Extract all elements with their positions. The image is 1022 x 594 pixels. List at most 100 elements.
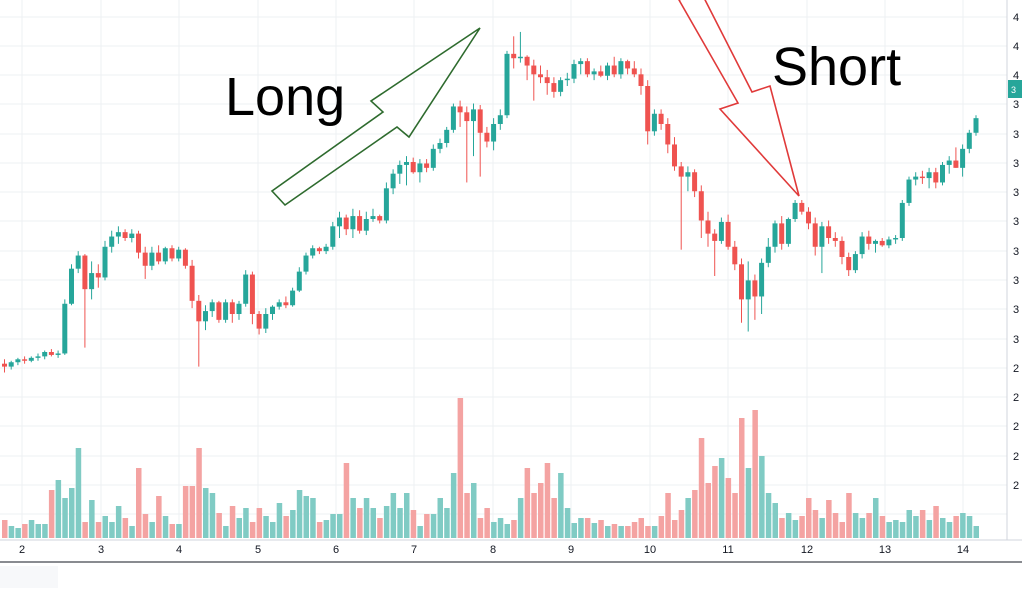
volume-bar bbox=[189, 486, 196, 538]
volume-bar bbox=[169, 524, 175, 538]
candle-body bbox=[182, 249, 188, 266]
candle bbox=[15, 357, 21, 366]
candle bbox=[263, 308, 269, 333]
candle bbox=[960, 144, 966, 177]
candle-body bbox=[149, 252, 155, 266]
candle-body bbox=[129, 233, 135, 238]
candle bbox=[149, 246, 155, 271]
candle-body bbox=[625, 61, 631, 69]
candle-body bbox=[752, 280, 758, 297]
volume-bar bbox=[739, 418, 745, 538]
candle-body bbox=[645, 86, 651, 132]
volume-bar bbox=[464, 493, 470, 538]
candle-body bbox=[464, 112, 470, 122]
candle-body bbox=[343, 217, 349, 230]
candle-body bbox=[162, 248, 168, 262]
candle-body bbox=[779, 223, 785, 244]
volume-bar bbox=[618, 526, 624, 538]
candle bbox=[397, 160, 403, 184]
candle-body bbox=[196, 300, 202, 322]
candle bbox=[48, 349, 54, 357]
candle bbox=[383, 182, 389, 224]
volume-bar bbox=[263, 516, 269, 538]
candle-body bbox=[270, 306, 275, 314]
candle bbox=[564, 72, 570, 86]
candle-body bbox=[424, 163, 430, 168]
candle-body bbox=[618, 61, 624, 75]
volume-bar bbox=[203, 488, 209, 538]
candle bbox=[846, 252, 852, 276]
y-tick-label: 2 bbox=[1013, 451, 1019, 463]
candle-body bbox=[531, 65, 537, 75]
last-price-badge-label: 3 bbox=[1011, 85, 1016, 95]
candle bbox=[785, 217, 791, 247]
candle bbox=[692, 169, 698, 198]
volume-bar bbox=[779, 518, 785, 538]
candle bbox=[517, 31, 523, 63]
candle bbox=[316, 246, 322, 255]
volume-bars bbox=[2, 398, 979, 538]
volume-bar bbox=[142, 514, 149, 538]
candle-body bbox=[397, 164, 403, 174]
candle-body bbox=[806, 211, 811, 224]
candle-body bbox=[337, 217, 342, 227]
volume-bar bbox=[129, 526, 135, 538]
x-tick-label: 12 bbox=[801, 544, 813, 556]
candle bbox=[591, 68, 597, 81]
candle-body bbox=[772, 223, 778, 247]
candle bbox=[866, 230, 872, 250]
x-tick-label: 4 bbox=[176, 544, 182, 556]
candle-body bbox=[491, 124, 497, 142]
candle-body bbox=[15, 359, 21, 363]
volume-bar bbox=[611, 524, 618, 538]
candle-body bbox=[859, 236, 865, 255]
candle bbox=[497, 109, 503, 130]
candle-body bbox=[812, 223, 818, 247]
candle bbox=[926, 167, 932, 189]
candle-body bbox=[584, 61, 590, 75]
volume-bar bbox=[504, 524, 510, 538]
volume-bar bbox=[236, 518, 242, 538]
candle bbox=[832, 232, 838, 247]
candle-body bbox=[377, 216, 383, 221]
candle-body bbox=[176, 249, 182, 259]
candle-body bbox=[832, 238, 838, 241]
candle bbox=[350, 208, 356, 238]
candle-body bbox=[283, 302, 289, 306]
candle-body bbox=[685, 172, 691, 177]
volume-bar bbox=[109, 522, 115, 538]
candle bbox=[605, 62, 610, 81]
volume-bar bbox=[243, 508, 249, 538]
volume-bar bbox=[826, 500, 832, 538]
candle-body bbox=[960, 148, 966, 168]
candle bbox=[8, 360, 14, 370]
volume-bar bbox=[450, 473, 457, 538]
candle bbox=[229, 299, 235, 323]
volume-bar bbox=[524, 468, 531, 538]
candle bbox=[129, 229, 135, 243]
candle bbox=[303, 252, 309, 275]
candle-body bbox=[712, 233, 718, 241]
candle-body bbox=[209, 302, 215, 312]
x-tick-label: 2 bbox=[19, 544, 25, 556]
volume-bar bbox=[249, 522, 256, 538]
y-tick-label: 2 bbox=[1013, 392, 1019, 404]
candle-body bbox=[383, 188, 389, 221]
volume-bar bbox=[886, 522, 892, 538]
candle bbox=[973, 115, 979, 136]
volume-bar bbox=[940, 518, 946, 538]
candle-body bbox=[631, 68, 637, 75]
candle-body bbox=[658, 113, 664, 124]
y-tick-label: 3 bbox=[1013, 275, 1019, 287]
candle bbox=[156, 245, 162, 265]
candle bbox=[62, 299, 68, 355]
candle-body bbox=[946, 160, 952, 165]
volume-bar bbox=[42, 524, 48, 538]
volume-bar bbox=[953, 516, 959, 538]
candle bbox=[812, 217, 818, 256]
candle-body bbox=[370, 216, 376, 219]
volume-bar bbox=[772, 503, 778, 538]
candle-body bbox=[571, 64, 577, 79]
volume-bar bbox=[370, 508, 376, 538]
volume-bar bbox=[330, 514, 336, 538]
